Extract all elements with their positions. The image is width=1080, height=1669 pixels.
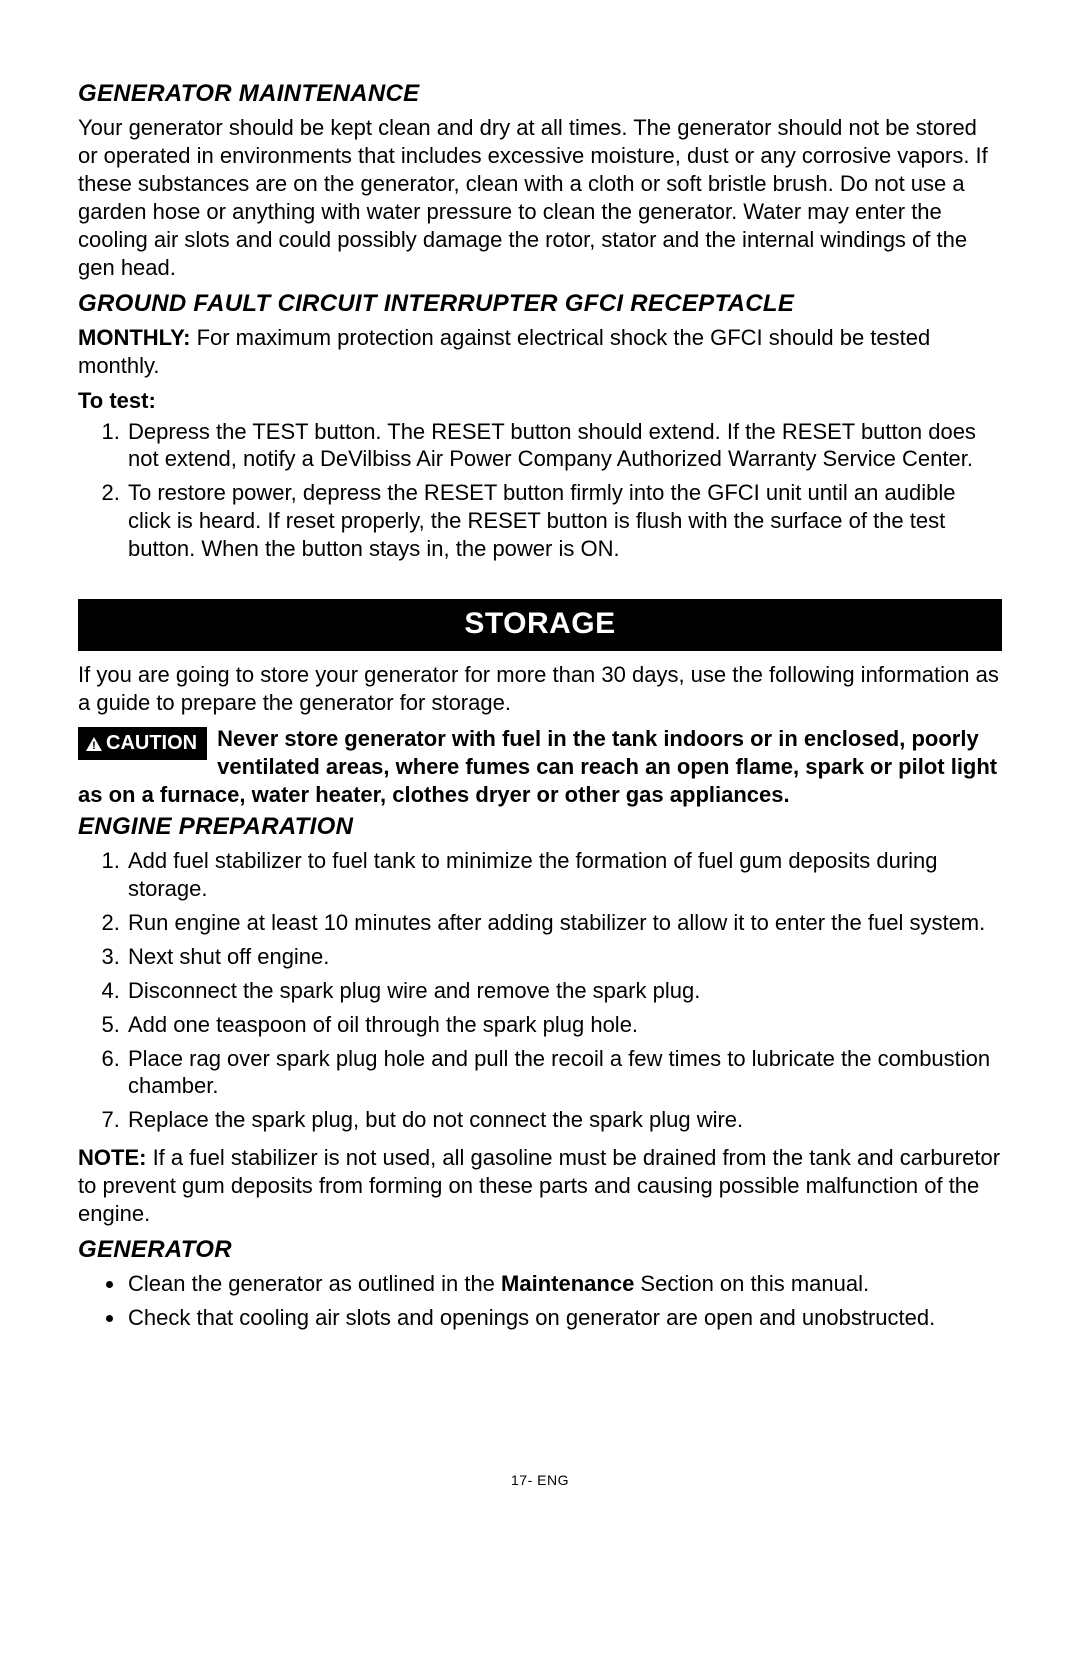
caution-block: ! CAUTION Never store generator with fue… xyxy=(78,725,1002,809)
list-item: Place rag over spark plug hole and pull … xyxy=(126,1045,1002,1101)
caution-label: ! CAUTION xyxy=(78,727,207,760)
list-engine-prep: Add fuel stabilizer to fuel tank to mini… xyxy=(78,847,1002,1134)
text-gen1-pre: Clean the generator as outlined in the xyxy=(128,1271,501,1296)
heading-generator: GENERATOR xyxy=(78,1236,1002,1264)
label-to-test: To test: xyxy=(78,388,1002,414)
para-gfci-intro: MONTHLY: For maximum protection against … xyxy=(78,324,1002,380)
list-item: Next shut off engine. xyxy=(126,943,1002,971)
text-gen1-post: Section on this manual. xyxy=(634,1271,869,1296)
page-number: 17- ENG xyxy=(78,1472,1002,1488)
text-gen1-bold: Maintenance xyxy=(501,1271,634,1296)
banner-storage: STORAGE xyxy=(78,599,1002,651)
text-note-rest: If a fuel stabilizer is not used, all ga… xyxy=(78,1145,1000,1226)
caution-text: Never store generator with fuel in the t… xyxy=(78,726,997,807)
list-item: Check that cooling air slots and opening… xyxy=(126,1304,1002,1332)
list-item: Clean the generator as outlined in the M… xyxy=(126,1270,1002,1298)
list-item: Add fuel stabilizer to fuel tank to mini… xyxy=(126,847,1002,903)
list-gfci-test: Depress the TEST button. The RESET butto… xyxy=(78,418,1002,564)
heading-gfci: GROUND FAULT CIRCUIT INTERRUPTER GFCI RE… xyxy=(78,290,1002,318)
manual-page: GENERATOR MAINTENANCE Your generator sho… xyxy=(0,0,1080,1528)
heading-engine-preparation: ENGINE PREPARATION xyxy=(78,813,1002,841)
list-generator: Clean the generator as outlined in the M… xyxy=(78,1270,1002,1332)
svg-text:!: ! xyxy=(92,740,96,751)
list-item: Depress the TEST button. The RESET butto… xyxy=(126,418,1002,474)
para-maintenance: Your generator should be kept clean and … xyxy=(78,114,1002,282)
para-storage-intro: If you are going to store your generator… xyxy=(78,661,1002,717)
list-item: Replace the spark plug, but do not conne… xyxy=(126,1106,1002,1134)
list-item: Disconnect the spark plug wire and remov… xyxy=(126,977,1002,1005)
text-monthly-rest: For maximum protection against electrica… xyxy=(78,325,930,378)
heading-generator-maintenance: GENERATOR MAINTENANCE xyxy=(78,80,1002,108)
warning-triangle-icon: ! xyxy=(86,737,102,751)
caution-label-text: CAUTION xyxy=(106,732,197,754)
text-note-label: NOTE: xyxy=(78,1145,146,1170)
list-item: Run engine at least 10 minutes after add… xyxy=(126,909,1002,937)
list-item: Add one teaspoon of oil through the spar… xyxy=(126,1011,1002,1039)
text-monthly-label: MONTHLY: xyxy=(78,325,190,350)
list-item: To restore power, depress the RESET butt… xyxy=(126,479,1002,563)
para-engine-note: NOTE: If a fuel stabilizer is not used, … xyxy=(78,1144,1002,1228)
